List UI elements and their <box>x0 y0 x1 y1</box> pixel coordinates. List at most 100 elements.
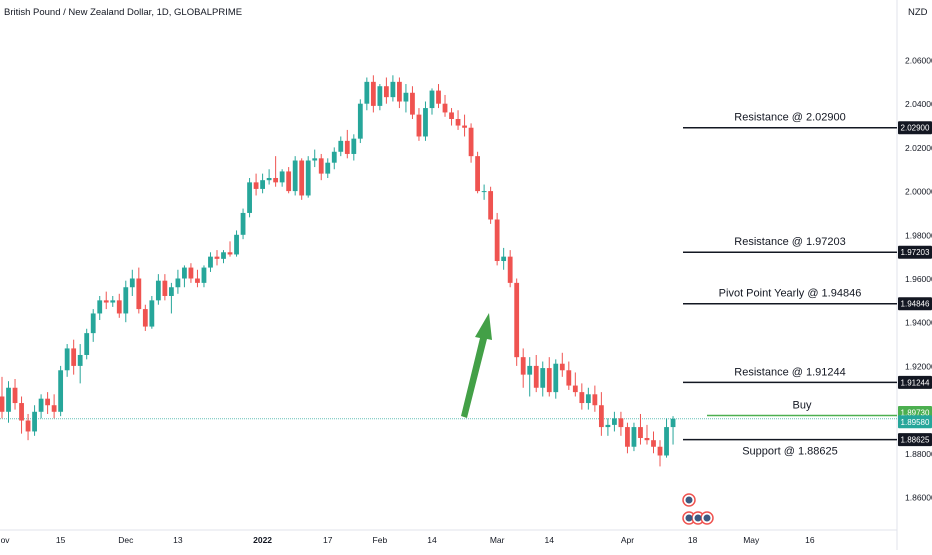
candle-body <box>286 171 292 192</box>
candle <box>71 339 77 375</box>
candle <box>260 173 265 194</box>
candle <box>664 418 669 458</box>
candle-body <box>12 387 18 404</box>
candle <box>605 418 611 436</box>
candle-body <box>58 370 64 412</box>
x-axis[interactable]: Nov 15 Dec 13 2022 17 Feb 14 Mar 14 Apr 18 May 16 <box>0 535 815 545</box>
candle-body <box>195 278 200 283</box>
level-pivot[interactable]: Pivot Point Yearly @ 1.94846 <box>683 288 897 305</box>
candle <box>201 265 207 288</box>
candle <box>110 295 116 307</box>
candle <box>598 392 604 436</box>
x-tick-label: 18 <box>688 535 698 545</box>
candle <box>370 75 376 113</box>
green-arrow-icon[interactable] <box>461 313 492 418</box>
candle-body <box>566 370 572 386</box>
candle-body <box>618 418 624 428</box>
price-tag-value: 1.97203 <box>901 248 930 257</box>
candle-body <box>90 313 96 334</box>
candle <box>631 422 637 452</box>
candle-body <box>51 405 57 412</box>
level-resistance[interactable]: Resistance @ 2.02900 <box>683 112 897 129</box>
candle-body <box>462 125 467 128</box>
candle-body <box>383 86 389 98</box>
candle <box>195 269 200 288</box>
candle <box>592 385 598 412</box>
level-resistance[interactable]: Resistance @ 1.91244 <box>683 366 897 384</box>
candle-body <box>71 348 77 366</box>
y-tick-label: 1.92000 <box>905 361 932 371</box>
candle-body <box>423 108 428 137</box>
event-flag-icon[interactable] <box>682 493 696 507</box>
level-resistance[interactable]: Resistance @ 1.97203 <box>683 236 897 253</box>
candle <box>338 136 344 157</box>
candle <box>175 269 181 294</box>
candle <box>123 280 129 323</box>
candle <box>25 413 31 441</box>
level-support[interactable]: Support @ 1.88625 <box>683 438 897 458</box>
candle-body <box>0 396 5 412</box>
y-tick-label: 1.94000 <box>905 318 932 328</box>
candle-body <box>488 191 494 220</box>
candle <box>90 309 96 342</box>
candle <box>103 291 109 310</box>
event-markers[interactable] <box>682 493 714 525</box>
candle <box>585 387 591 410</box>
candle <box>188 263 194 283</box>
candle <box>618 411 624 436</box>
candle-body <box>318 158 324 174</box>
candle-body <box>25 420 31 432</box>
candle <box>136 267 142 314</box>
y-tick-label: 1.98000 <box>905 230 932 240</box>
level-label: Resistance @ 1.97203 <box>734 236 845 248</box>
candle-body <box>540 368 546 388</box>
candle <box>299 158 305 200</box>
y-tick-label: 2.00000 <box>905 187 932 197</box>
candle-body <box>103 300 109 303</box>
candle-body <box>234 234 239 255</box>
candle-body <box>175 278 181 288</box>
candle <box>423 101 428 141</box>
candle-body <box>514 282 520 358</box>
event-flags-group-icon[interactable] <box>682 511 714 525</box>
candle <box>540 361 546 397</box>
candle-body <box>533 365 539 388</box>
candle <box>527 357 533 397</box>
candle <box>58 365 64 417</box>
x-tick-label: 15 <box>56 535 66 545</box>
candle <box>553 359 559 399</box>
candle-body <box>449 112 454 119</box>
candle-body <box>638 427 643 439</box>
candle <box>501 247 507 270</box>
candle <box>32 405 37 436</box>
candle-body <box>644 438 650 441</box>
candle-body <box>501 256 507 262</box>
level-price-tag: 1.97203 <box>898 245 932 259</box>
last-price-tag: 1.89580 <box>898 415 932 429</box>
candle <box>97 295 103 321</box>
candle-body <box>227 252 233 255</box>
candle-body <box>527 365 533 375</box>
candle <box>572 372 578 397</box>
candle <box>84 328 90 360</box>
level-buy[interactable]: Buy <box>707 399 897 417</box>
candle-body <box>32 411 37 432</box>
candle-body <box>436 90 441 104</box>
candle-body <box>201 267 207 283</box>
candle <box>240 208 246 240</box>
candle-body <box>116 300 122 314</box>
candle <box>318 153 324 181</box>
candle-body <box>357 103 363 139</box>
price-levels[interactable]: Resistance @ 2.02900 Resistance @ 1.97203… <box>683 112 897 458</box>
candle-body <box>651 440 656 447</box>
price-tag-value: 1.89730 <box>901 408 930 417</box>
up-arrow-annotation[interactable] <box>461 313 492 418</box>
candle-body <box>455 118 461 126</box>
candle <box>357 99 363 144</box>
candle <box>507 250 513 288</box>
candle <box>475 151 480 194</box>
price-tag-value: 1.89580 <box>901 418 930 427</box>
candle-body <box>468 127 474 157</box>
